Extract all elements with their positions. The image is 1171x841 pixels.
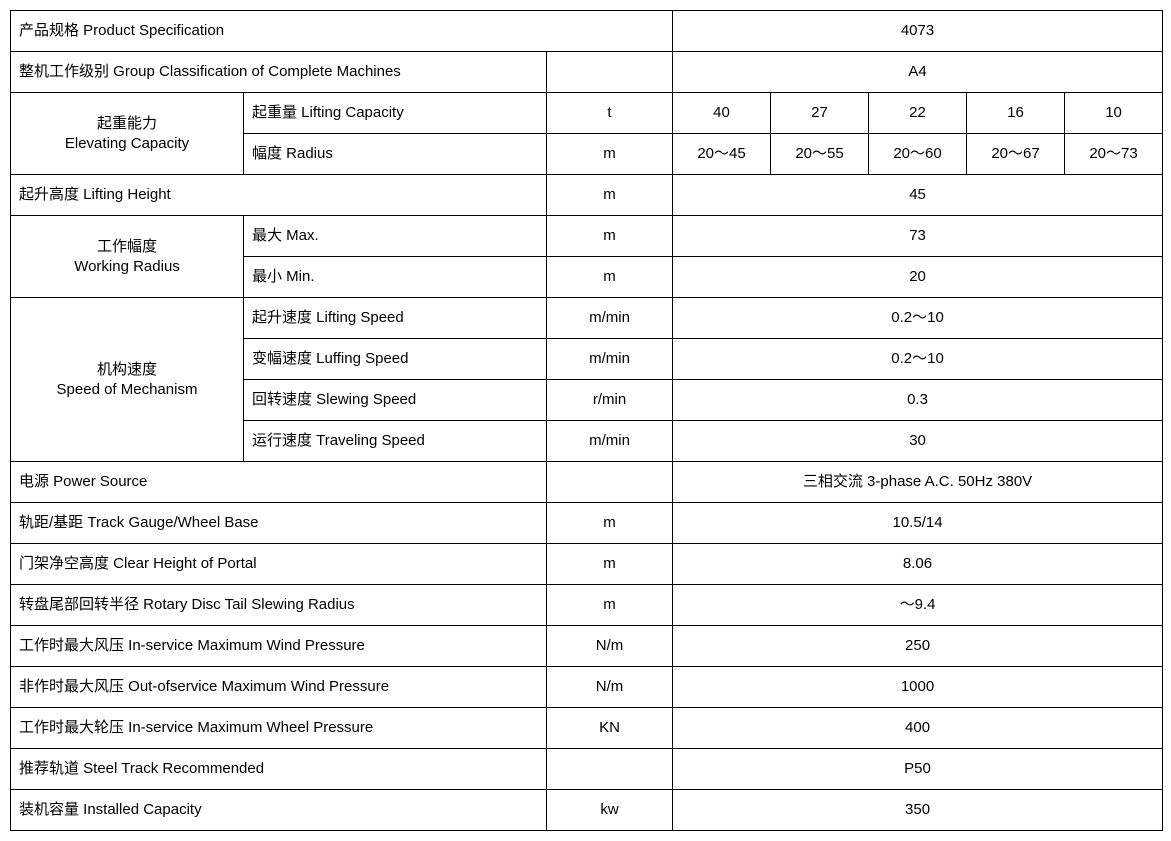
- unit: [547, 462, 673, 503]
- group-label-cn: 工作幅度: [97, 238, 157, 255]
- label: 推荐轨道 Steel Track Recommended: [11, 749, 547, 790]
- group-label: 工作幅度 Working Radius: [11, 216, 244, 298]
- v5: 20～73: [1065, 134, 1163, 175]
- spec-table: 产品规格 Product Specification 4073 整机工作级别 G…: [10, 10, 1163, 831]
- label: 工作时最大轮压 In-service Maximum Wheel Pressur…: [11, 708, 547, 749]
- row-wheel-pressure: 工作时最大轮压 In-service Maximum Wheel Pressur…: [11, 708, 1163, 749]
- value: 10.5/14: [673, 503, 1163, 544]
- row-clear-height: 门架净空高度 Clear Height of Portal m 8.06: [11, 544, 1163, 585]
- group-label: 机构速度 Speed of Mechanism: [11, 298, 244, 462]
- unit: m: [547, 585, 673, 626]
- v4: 16: [967, 93, 1065, 134]
- v1: 40: [673, 93, 771, 134]
- unit: t: [547, 93, 673, 134]
- value: 4073: [673, 11, 1163, 52]
- unit: [547, 52, 673, 93]
- label: 运行速度 Traveling Speed: [244, 421, 547, 462]
- v2: 27: [771, 93, 869, 134]
- row-power-source: 电源 Power Source 三相交流 3-phase A.C. 50Hz 3…: [11, 462, 1163, 503]
- value: 0.2～10: [673, 298, 1163, 339]
- unit: kw: [547, 790, 673, 831]
- label: 转盘尾部回转半径 Rotary Disc Tail Slewing Radius: [11, 585, 547, 626]
- unit: N/m: [547, 626, 673, 667]
- value: 0.2～10: [673, 339, 1163, 380]
- row-steel-track: 推荐轨道 Steel Track Recommended P50: [11, 749, 1163, 790]
- label: 非作时最大风压 Out-ofservice Maximum Wind Press…: [11, 667, 547, 708]
- unit: m/min: [547, 298, 673, 339]
- value: 30: [673, 421, 1163, 462]
- group-label-en: Speed of Mechanism: [57, 381, 198, 398]
- group-label: 起重能力 Elevating Capacity: [11, 93, 244, 175]
- value: 8.06: [673, 544, 1163, 585]
- value: 1000: [673, 667, 1163, 708]
- unit: m: [547, 503, 673, 544]
- label: 幅度 Radius: [244, 134, 547, 175]
- value: P50: [673, 749, 1163, 790]
- label: 起升速度 Lifting Speed: [244, 298, 547, 339]
- row-in-wind: 工作时最大风压 In-service Maximum Wind Pressure…: [11, 626, 1163, 667]
- unit: m: [547, 544, 673, 585]
- unit: N/m: [547, 667, 673, 708]
- v3: 22: [869, 93, 967, 134]
- unit: m: [547, 175, 673, 216]
- value: 三相交流 3-phase A.C. 50Hz 380V: [673, 462, 1163, 503]
- value: 250: [673, 626, 1163, 667]
- value: 350: [673, 790, 1163, 831]
- label: 轨距/基距 Track Gauge/Wheel Base: [11, 503, 547, 544]
- unit: m/min: [547, 339, 673, 380]
- row-lifting-height: 起升高度 Lifting Height m 45: [11, 175, 1163, 216]
- v5: 10: [1065, 93, 1163, 134]
- row-track-gauge: 轨距/基距 Track Gauge/Wheel Base m 10.5/14: [11, 503, 1163, 544]
- label: 变幅速度 Luffing Speed: [244, 339, 547, 380]
- v3: 20～60: [869, 134, 967, 175]
- unit: [547, 749, 673, 790]
- label: 最小 Min.: [244, 257, 547, 298]
- label: 产品规格 Product Specification: [11, 11, 547, 52]
- label: 工作时最大风压 In-service Maximum Wind Pressure: [11, 626, 547, 667]
- label: 装机容量 Installed Capacity: [11, 790, 547, 831]
- row-out-wind: 非作时最大风压 Out-ofservice Maximum Wind Press…: [11, 667, 1163, 708]
- row-max: 工作幅度 Working Radius 最大 Max. m 73: [11, 216, 1163, 257]
- row-lifting-speed: 机构速度 Speed of Mechanism 起升速度 Lifting Spe…: [11, 298, 1163, 339]
- unit: KN: [547, 708, 673, 749]
- unit: m: [547, 216, 673, 257]
- value: 45: [673, 175, 1163, 216]
- label: 整机工作级别 Group Classification of Complete …: [11, 52, 547, 93]
- unit: r/min: [547, 380, 673, 421]
- group-label-en: Working Radius: [74, 258, 180, 275]
- value: 400: [673, 708, 1163, 749]
- label: 门架净空高度 Clear Height of Portal: [11, 544, 547, 585]
- unit: m: [547, 134, 673, 175]
- row-installed-cap: 装机容量 Installed Capacity kw 350: [11, 790, 1163, 831]
- row-lifting-capacity: 起重能力 Elevating Capacity 起重量 Lifting Capa…: [11, 93, 1163, 134]
- unit: [547, 11, 673, 52]
- unit: m: [547, 257, 673, 298]
- label: 起重量 Lifting Capacity: [244, 93, 547, 134]
- unit: m/min: [547, 421, 673, 462]
- row-product-spec: 产品规格 Product Specification 4073: [11, 11, 1163, 52]
- group-label-en: Elevating Capacity: [65, 135, 189, 152]
- label: 电源 Power Source: [11, 462, 547, 503]
- label: 最大 Max.: [244, 216, 547, 257]
- label: 起升高度 Lifting Height: [11, 175, 547, 216]
- group-label-cn: 机构速度: [97, 361, 157, 378]
- row-rotary-tail: 转盘尾部回转半径 Rotary Disc Tail Slewing Radius…: [11, 585, 1163, 626]
- value: 20: [673, 257, 1163, 298]
- value: 73: [673, 216, 1163, 257]
- value: A4: [673, 52, 1163, 93]
- group-label-cn: 起重能力: [97, 115, 157, 132]
- label: 回转速度 Slewing Speed: [244, 380, 547, 421]
- v2: 20～55: [771, 134, 869, 175]
- value: 0.3: [673, 380, 1163, 421]
- v4: 20～67: [967, 134, 1065, 175]
- v1: 20～45: [673, 134, 771, 175]
- value: ～9.4: [673, 585, 1163, 626]
- row-group-class: 整机工作级别 Group Classification of Complete …: [11, 52, 1163, 93]
